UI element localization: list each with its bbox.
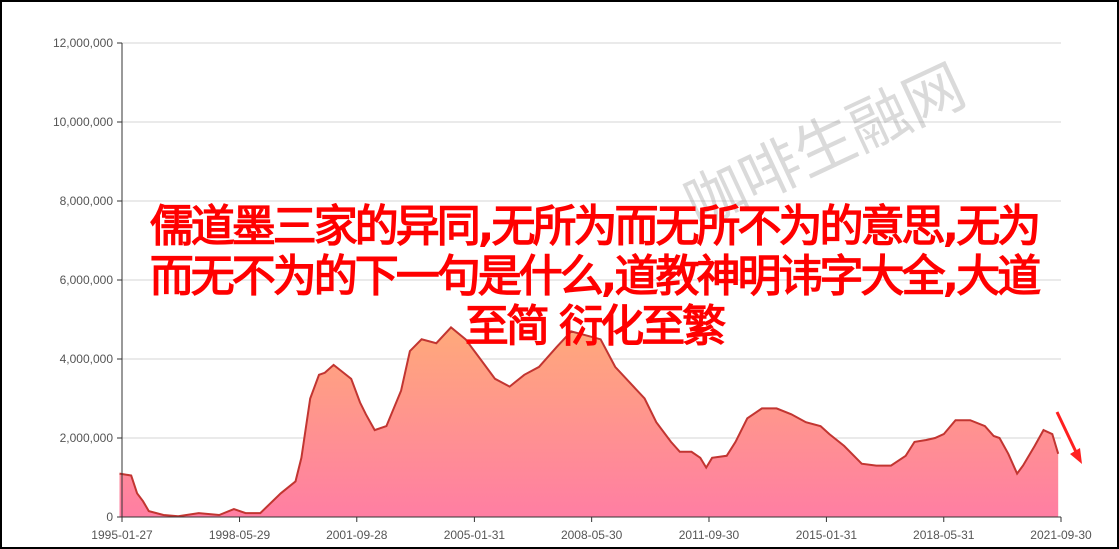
y-tick-label: 6,000,000	[60, 273, 114, 287]
y-tick-label: 8,000,000	[60, 194, 114, 208]
area-fill	[119, 327, 1059, 517]
y-tick-label: 12,000,000	[53, 36, 113, 50]
y-tick-label: 10,000,000	[53, 115, 113, 129]
x-tick-label: 1998-05-29	[209, 528, 271, 542]
x-tick-label: 2015-01-31	[796, 528, 858, 542]
x-tick-label: 2018-05-31	[913, 528, 975, 542]
x-tick-label: 2005-01-31	[444, 528, 506, 542]
overlay-line: 至简 衍化至繁	[464, 301, 726, 352]
y-tick-label: 0	[106, 510, 113, 524]
y-tick-label: 4,000,000	[60, 352, 114, 366]
x-tick-label: 2021-09-30	[1030, 528, 1092, 542]
x-tick-label: 2011-09-30	[679, 528, 740, 542]
y-tick-label: 2,000,000	[60, 431, 114, 445]
series-line	[119, 326, 1060, 518]
red-arrow-annotation	[1055, 411, 1082, 464]
overlay-line: 儒道墨三家的异同,无所为而无所不为的意思,无为	[149, 201, 1041, 252]
overlay-line: 而无不为的下一句是什么,道教神明讳字大全,大道	[149, 251, 1041, 302]
x-tick-label: 2008-05-30	[561, 528, 623, 542]
overlay-headline: 儒道墨三家的异同,无所为而无所不为的意思,无为 而无不为的下一句是什么,道教神明…	[126, 202, 1062, 352]
x-tick-label: 2001-09-28	[326, 528, 388, 542]
x-tick-label: 1995-01-27	[91, 528, 153, 542]
